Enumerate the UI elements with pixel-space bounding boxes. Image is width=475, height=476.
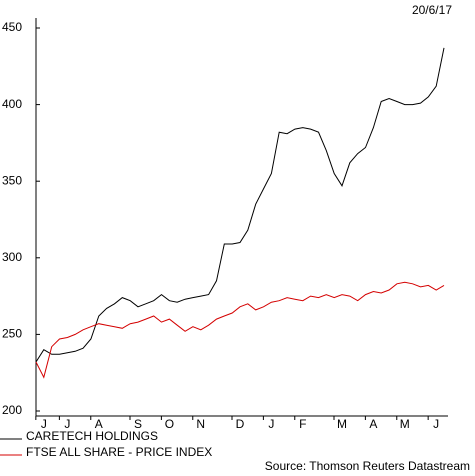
- y-tick-label: 450: [2, 20, 22, 34]
- source-label: Source: Thomson Reuters Datastream: [265, 459, 470, 473]
- x-tick-label: O: [165, 417, 174, 431]
- x-tick-label: J: [64, 417, 70, 431]
- legend-label: FTSE ALL SHARE - PRICE INDEX: [26, 445, 212, 459]
- x-tick-label: D: [236, 417, 245, 431]
- y-tick-label: 350: [2, 173, 22, 187]
- y-tick-label: 250: [2, 327, 22, 341]
- x-tick-label: F: [299, 417, 306, 431]
- y-tick-label: 200: [2, 403, 22, 417]
- date-label: 20/6/17: [412, 3, 452, 17]
- x-tick-label: A: [369, 417, 377, 431]
- x-tick-label: M: [337, 417, 347, 431]
- legend-label: CARETECH HOLDINGS: [26, 429, 158, 443]
- x-tick-label: J: [433, 417, 439, 431]
- series-line: [35, 47, 445, 363]
- x-tick-label: J: [268, 417, 274, 431]
- x-tick-label: M: [400, 417, 410, 431]
- x-tick-label: A: [95, 417, 103, 431]
- y-tick-label: 400: [2, 97, 22, 111]
- x-tick-label: J: [41, 417, 47, 431]
- x-tick-label: S: [134, 417, 142, 431]
- y-tick-label: 300: [2, 250, 22, 264]
- x-tick-label: N: [196, 417, 205, 431]
- series-line: [35, 281, 445, 379]
